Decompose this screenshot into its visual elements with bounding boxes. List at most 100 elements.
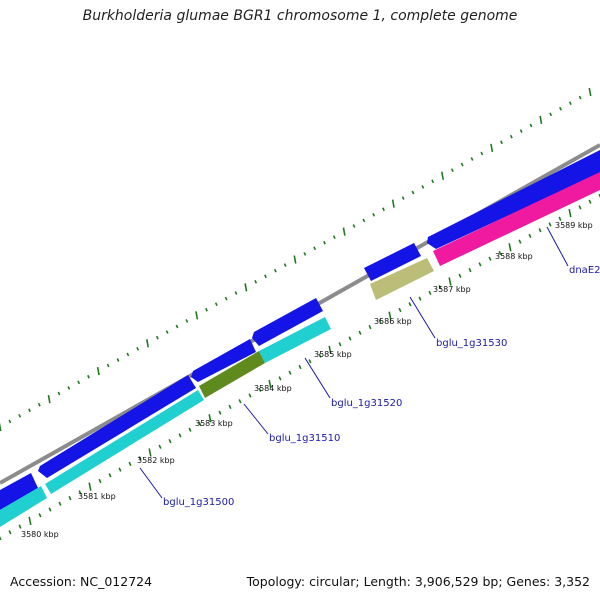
ruler-tick — [8, 530, 12, 535]
ruler-tick — [358, 330, 362, 335]
outer-tick — [126, 352, 130, 357]
gene-label: dnaE2 — [569, 265, 600, 276]
ruler-tick — [408, 302, 412, 307]
outer-tick — [273, 268, 277, 273]
ruler-tick — [0, 536, 2, 541]
outer-tick — [529, 123, 533, 128]
ruler-tick — [298, 364, 302, 370]
outer-tick — [57, 391, 61, 396]
outer-tick — [559, 106, 562, 111]
outer-tick — [509, 134, 513, 139]
ruler-label: 3584 kbp — [254, 384, 292, 393]
outer-tick — [185, 319, 189, 323]
outer-tick — [411, 190, 415, 195]
outer-tick — [539, 115, 543, 125]
gene-label-leaders — [139, 226, 569, 499]
genome-summary-text: Topology: circular; Length: 3,906,529 bp… — [246, 574, 590, 589]
ruler-tick — [128, 461, 132, 467]
ruler-tick — [588, 199, 592, 204]
ruler-tick — [338, 342, 342, 347]
ruler-tick — [598, 193, 600, 198]
ruler-tick — [498, 250, 502, 256]
ruler-tick — [418, 296, 422, 301]
gene-label: bglu_1g31530 — [436, 338, 507, 349]
gene-label: bglu_1g31500 — [163, 497, 234, 508]
ruler-tick — [398, 307, 402, 313]
outer-tick — [8, 419, 12, 424]
ruler-tick — [78, 490, 82, 495]
forward-cds — [38, 375, 196, 478]
outer-tick — [77, 380, 81, 385]
ruler-tick — [258, 387, 262, 392]
ruler-tick — [98, 478, 102, 484]
outer-tick — [96, 367, 100, 376]
outer-tick — [136, 346, 140, 351]
ruler-label: 3588 kbp — [495, 252, 533, 261]
outer-tick — [28, 408, 31, 413]
outer-tick — [441, 171, 444, 180]
ruler-tick — [188, 427, 192, 432]
ruler-tick — [138, 456, 142, 461]
ruler-tick — [118, 467, 122, 472]
reverse-cds — [259, 317, 331, 363]
ruler-labels: 3580 kbp 3581 kbp 3582 kbp 3583 kbp 3584 kbp… — [21, 221, 593, 539]
leader-line — [139, 467, 163, 499]
outer-tick — [480, 151, 484, 156]
outer-tick — [342, 227, 346, 236]
reverse-cds — [0, 486, 47, 527]
ruler-tick — [248, 393, 252, 398]
ruler-tick — [18, 524, 22, 529]
ruler-label: 3583 kbp — [195, 419, 233, 428]
ruler-tick — [308, 359, 312, 364]
ruler-tick — [38, 513, 42, 518]
ruler-tick — [148, 448, 152, 457]
outer-tick — [195, 311, 199, 320]
outer-tick — [87, 374, 90, 379]
ruler-tick — [28, 516, 32, 526]
ruler-label: 3587 kbp — [433, 285, 471, 294]
outer-tick — [352, 224, 356, 228]
outer-tick — [214, 302, 218, 307]
outer-tick — [254, 279, 258, 284]
outer-tick — [303, 252, 307, 256]
outer-tick — [155, 335, 159, 340]
leader-line — [546, 226, 569, 267]
ruler-tick — [488, 256, 492, 261]
outer-tick — [234, 291, 238, 295]
forward-cds — [252, 298, 323, 346]
ruler-tick — [328, 345, 332, 355]
outer-tick — [470, 157, 474, 161]
outer-tick — [146, 339, 149, 348]
gene-label: bglu_1g31520 — [331, 398, 402, 409]
ruler-tick — [198, 421, 202, 427]
outer-tick — [224, 296, 228, 301]
ruler-tick — [108, 473, 112, 478]
ruler-tick — [558, 216, 562, 221]
outer-tick — [401, 196, 405, 200]
outer-tick — [519, 129, 523, 133]
gene-label: bglu_1g31510 — [269, 433, 340, 444]
ruler-tick — [288, 370, 292, 375]
ruler-label: 3582 kbp — [137, 456, 175, 465]
outer-tick — [264, 274, 267, 279]
ruler-tick — [508, 243, 512, 252]
reverse-strand-track — [0, 172, 600, 527]
ruler-label: 3581 kbp — [78, 492, 116, 501]
outer-tick — [362, 218, 366, 223]
outer-tick — [175, 324, 179, 329]
outer-tick — [205, 307, 208, 312]
outer-tick — [588, 87, 592, 97]
ruler-tick — [468, 267, 472, 273]
forward-cds — [427, 150, 600, 249]
outer-tick — [37, 402, 41, 407]
outer-tick — [382, 207, 385, 212]
outer-tick — [500, 140, 503, 145]
ruler-tick — [568, 208, 572, 218]
ruler-tick — [348, 336, 352, 341]
ruler-tick — [518, 239, 522, 244]
ruler-label: 3586 kbp — [374, 317, 412, 326]
reverse-cds — [45, 390, 204, 494]
outer-tick — [549, 112, 553, 117]
ruler-tick — [368, 324, 372, 330]
